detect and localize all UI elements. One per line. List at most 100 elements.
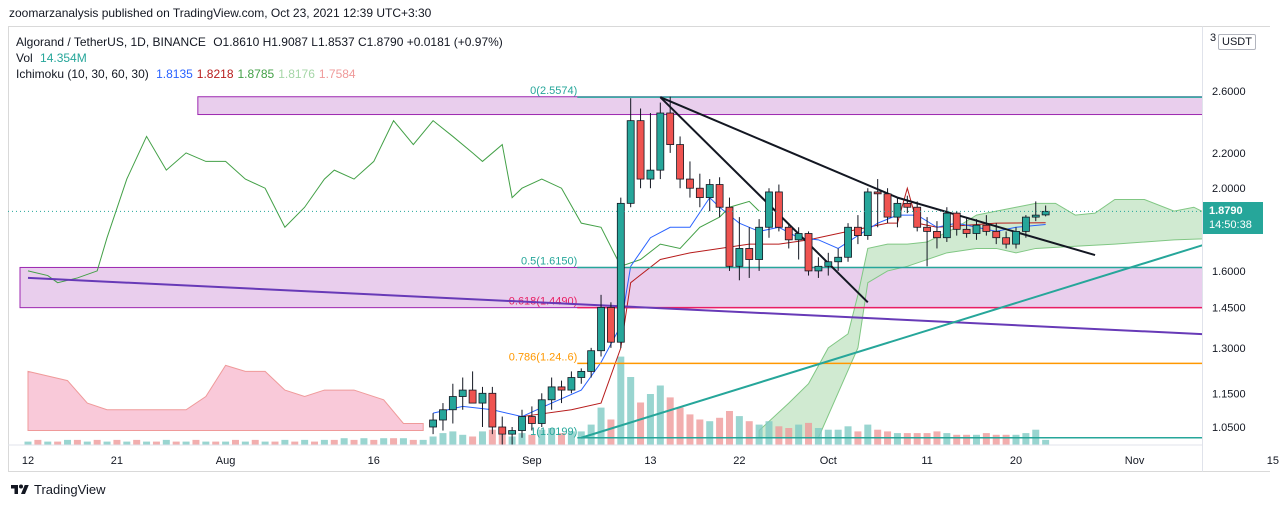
volume-bar: [93, 439, 101, 445]
candle-body: [972, 224, 981, 234]
time-tick-label: 13: [644, 455, 656, 467]
volume-bar: [676, 407, 684, 445]
volume-bar: [429, 436, 437, 445]
price-tick-label: 2.2000: [1212, 148, 1246, 160]
candle-body: [883, 193, 892, 218]
volume-bar: [696, 419, 704, 445]
volume-bar: [597, 407, 605, 445]
volume-bar: [805, 422, 813, 445]
volume-bar: [182, 441, 190, 445]
volume-bar: [390, 438, 398, 445]
volume-bar: [982, 433, 990, 445]
candle-body: [1031, 214, 1040, 218]
candle-body: [458, 389, 467, 397]
volume-bar: [241, 441, 249, 445]
candle-body: [656, 112, 665, 171]
candle-body: [794, 233, 803, 241]
price-axis[interactable]: [1202, 26, 1270, 472]
volume-bar: [320, 439, 328, 445]
price-tick-label: 2.6000: [1212, 86, 1246, 98]
candle-body: [478, 392, 487, 404]
candle-body: [597, 306, 605, 352]
volume-bar: [478, 431, 486, 445]
chart-pane[interactable]: [8, 26, 1202, 472]
volume-bar: [627, 377, 635, 445]
bar-countdown: 14:50:38: [1209, 219, 1252, 231]
volume-bar: [992, 434, 1000, 445]
volume-bar: [755, 424, 763, 445]
time-tick-label: 12: [22, 455, 34, 467]
time-tick-label: 16: [368, 455, 380, 467]
candle-body: [952, 212, 961, 230]
volume-bar: [449, 431, 457, 445]
volume-bar: [548, 428, 556, 445]
time-tick-label: 11: [921, 455, 932, 467]
candle-body: [863, 191, 872, 236]
volume-bar: [972, 434, 980, 445]
candle-body: [626, 120, 635, 204]
candle-body: [439, 409, 447, 421]
volume-bar: [1012, 434, 1020, 445]
candle-body: [715, 184, 724, 208]
candle-body: [498, 426, 507, 435]
candle-body: [982, 224, 991, 232]
candle-body: [567, 377, 576, 391]
candle-body: [854, 226, 862, 236]
volume-bar: [775, 426, 783, 445]
volume-bar: [469, 436, 477, 445]
volume-bar: [706, 421, 714, 445]
currency-badge[interactable]: USDT: [1218, 34, 1256, 50]
volume-bar: [222, 441, 230, 445]
volume-bar: [686, 414, 694, 445]
candle-body: [824, 261, 833, 267]
volume-bar: [459, 434, 467, 445]
ichimoku-label[interactable]: Ichimoku (10, 30, 60, 30): [16, 67, 149, 81]
candle-body: [992, 231, 1001, 239]
trendline: [659, 96, 898, 199]
time-tick-label: 21: [111, 455, 123, 467]
volume-bar: [143, 441, 151, 445]
ichimoku-cloud-bearish: [27, 364, 424, 432]
candle-body: [844, 226, 852, 258]
candle-body: [587, 350, 596, 372]
volume-label[interactable]: Vol: [16, 51, 33, 65]
volume-bar: [64, 439, 72, 445]
ichimoku-value: 1.8218: [196, 67, 234, 81]
volume-bar: [123, 441, 131, 445]
trendline: [580, 244, 1202, 439]
volume-bar: [340, 438, 348, 445]
volume-bar: [745, 421, 753, 445]
candle-body: [468, 389, 477, 404]
volume-bar: [844, 426, 852, 445]
tradingview-footer[interactable]: TradingView: [10, 482, 106, 497]
volume-bar: [913, 433, 921, 445]
volume-bar: [172, 441, 180, 445]
volume-bar: [637, 402, 645, 445]
ichimoku-row: Ichimoku (10, 30, 60, 30) 1.8135 1.8218 1.…: [16, 66, 503, 82]
volume-bar: [923, 433, 931, 445]
time-tick-label: Aug: [216, 455, 236, 467]
volume-bar: [212, 441, 220, 445]
brand-name: TradingView: [34, 482, 106, 497]
volume-bar: [380, 438, 388, 445]
volume-bar: [864, 424, 872, 445]
candle-body: [1002, 237, 1011, 245]
volume-bar: [666, 397, 674, 445]
volume-bar: [765, 421, 773, 445]
trendline: [27, 276, 1202, 336]
volume-bar: [311, 441, 319, 445]
price-tick-label: 1.3000: [1212, 343, 1246, 355]
candle-body: [745, 248, 754, 260]
volume-bar: [350, 439, 358, 445]
volume-bar: [261, 441, 269, 445]
time-tick-label: 20: [1010, 455, 1022, 467]
price-tick-label: 1.0500: [1212, 422, 1246, 434]
time-tick-label: Nov: [1125, 455, 1145, 467]
candle-body: [616, 202, 625, 343]
fib-level-label: 0.5(1.6150): [521, 255, 577, 267]
symbol-row: Algorand / TetherUS, 1D, BINANCE O1.8610…: [16, 34, 503, 50]
symbol-name[interactable]: Algorand / TetherUS, 1D, BINANCE: [16, 35, 206, 49]
volume-bar: [162, 439, 170, 445]
volume-bar: [785, 428, 793, 445]
